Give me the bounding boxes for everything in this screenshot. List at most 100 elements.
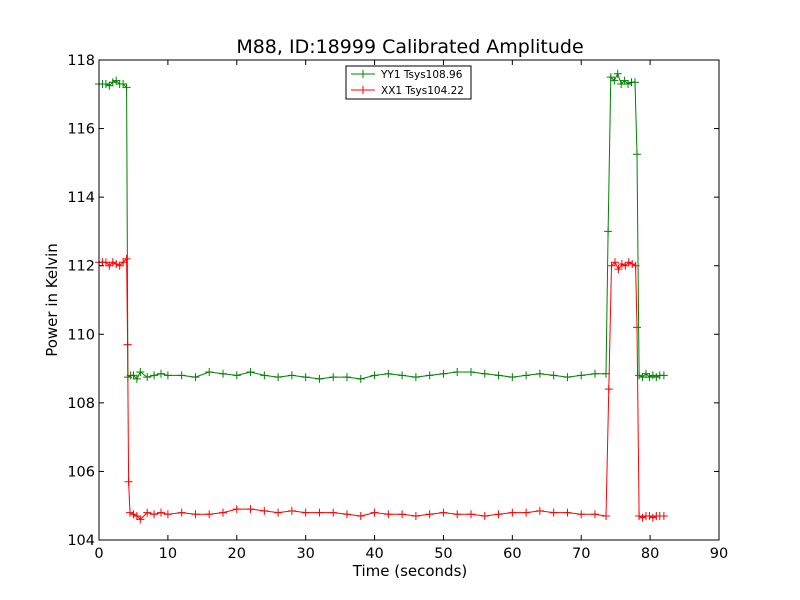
legend-label-1: YY1 Tsys108.96 (380, 69, 463, 81)
series-1-point (617, 80, 626, 88)
series-1-point (624, 80, 633, 88)
series-1-point (101, 80, 110, 88)
series-1-point (635, 371, 644, 380)
series-2-point (112, 260, 121, 268)
series-1-point (108, 78, 117, 87)
series-1-point (232, 371, 241, 380)
series-2-point (467, 510, 475, 519)
series-1-point (260, 371, 269, 380)
series-2-point (287, 506, 296, 515)
series-1-point (398, 371, 407, 380)
series-1-point (143, 373, 152, 382)
series-2-point (494, 510, 503, 519)
legend-frame (345, 65, 472, 100)
series-2-point (150, 510, 159, 519)
series-2-point (549, 508, 558, 517)
series-2-point (633, 323, 642, 332)
series-2-point (648, 513, 657, 522)
series-2-point (301, 508, 310, 517)
series-2-point (101, 258, 110, 267)
ticks-layer: 0 10 20 30 40 50 60 70 80 90 104 106 108 110 112 114 116… (67, 53, 728, 562)
chart-title: M88, ID:18999 Calibrated Amplitude (236, 36, 583, 58)
series-2-point (577, 510, 586, 519)
series-1-point (591, 369, 599, 378)
series-2-point (370, 508, 379, 517)
series-1-point (439, 369, 448, 378)
y-axis-label: Power in Kelvin (43, 243, 61, 357)
series-1-point (604, 227, 613, 236)
legend-marker-2 (359, 86, 367, 94)
series-2-point (343, 510, 351, 519)
y-tick-label: 112 (67, 259, 95, 275)
legend: YY1 Tsys108.96 XX1 Tsys104.22 (345, 65, 472, 100)
series-2-point (411, 512, 420, 520)
series-2-point (108, 258, 117, 267)
series-1-point (453, 368, 462, 376)
series-1-point (132, 374, 141, 383)
series-1-point (648, 371, 657, 380)
series-1-point (425, 371, 434, 380)
series-1-point (301, 373, 310, 382)
series-2-point (602, 512, 611, 520)
series-2-point (126, 508, 134, 517)
x-tick-label: 10 (159, 546, 177, 562)
series-1-point (274, 373, 283, 382)
series-2-point (329, 508, 338, 517)
series-2-point (638, 513, 647, 522)
x-tick-label: 80 (641, 546, 659, 562)
series-2-point (177, 508, 186, 517)
series-1-point (163, 371, 172, 380)
series-1-point (129, 371, 138, 380)
series-1-point (467, 368, 475, 376)
series-2-point (591, 510, 599, 519)
x-tick-label: 20 (228, 546, 246, 562)
series-1-point (549, 371, 558, 380)
series-2-point (115, 261, 124, 270)
y-tick-label: 110 (67, 327, 95, 343)
series-2-point (132, 512, 141, 520)
series-2-point (384, 510, 393, 519)
series-2-point (122, 254, 131, 263)
series-2-point (260, 506, 269, 515)
plot-layer (95, 69, 668, 524)
series-1-point (122, 83, 131, 92)
legend-marker-1 (359, 70, 367, 78)
series-1-point (343, 373, 351, 382)
series-2-point (124, 477, 133, 486)
series-1-point (645, 373, 654, 382)
series-1-point (177, 371, 186, 380)
series-1-point (652, 373, 661, 382)
series-1-point (494, 371, 503, 380)
series-1-point (205, 368, 214, 376)
series-2-point (119, 258, 128, 267)
plot-frame (98, 59, 720, 541)
series-2-point (522, 508, 531, 517)
series-1-point (641, 369, 650, 378)
series-1-point (522, 371, 531, 380)
y-tick-label: 116 (67, 122, 95, 138)
x-tick-label: 40 (365, 546, 383, 562)
series-2-point (453, 510, 462, 519)
x-tick-label: 50 (434, 546, 452, 562)
series-2-point (614, 265, 623, 274)
series-1-point (638, 373, 647, 382)
series-1-point (630, 78, 639, 87)
series-2-point (129, 510, 138, 519)
series-2-point (621, 261, 630, 270)
series-1-point (157, 369, 165, 378)
y-tick-label: 114 (67, 190, 95, 206)
series-2-point (163, 510, 172, 519)
series-2-point (105, 261, 114, 270)
series-2-point (535, 506, 544, 515)
series-2-point (246, 505, 255, 514)
series-1-point (620, 76, 629, 85)
series-1-point (606, 73, 615, 82)
series-1-point (112, 76, 121, 85)
series-1-point (287, 371, 296, 380)
series-2-point (610, 258, 619, 267)
series-1-point (329, 373, 338, 382)
series-1-point (633, 150, 642, 159)
series-2-point (425, 510, 434, 519)
series-2-point (232, 505, 241, 514)
